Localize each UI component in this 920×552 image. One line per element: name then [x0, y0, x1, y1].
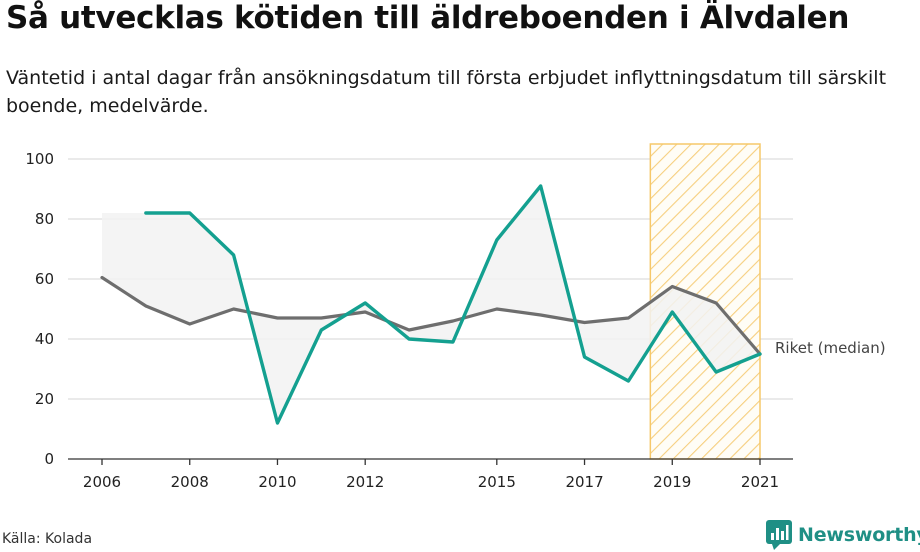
chart-title: Så utvecklas kötiden till äldreboenden i… [6, 0, 850, 36]
series-label-riket: Riket (median) [775, 339, 886, 357]
x-tick-label: 2008 [171, 473, 209, 491]
x-tick-label: 2019 [653, 473, 691, 491]
y-tick-label: 40 [35, 330, 54, 348]
x-tick-label: 2012 [346, 473, 384, 491]
source-note: Källa: Kolada [2, 531, 93, 547]
chart-subtitle: Väntetid i antal dagar från ansökningsda… [6, 67, 887, 117]
y-tick-label: 20 [35, 390, 54, 408]
y-tick-label: 80 [35, 210, 54, 228]
series-line-riket [100, 275, 762, 356]
y-tick-label: 60 [35, 270, 54, 288]
x-tick-label: 2017 [565, 473, 603, 491]
brand-name: Newsworthy [798, 524, 920, 546]
x-tick-label: 2006 [83, 473, 121, 491]
difference-area [102, 186, 760, 423]
brand-logo: Newsworthy [766, 520, 920, 550]
y-tick-label: 0 [44, 450, 54, 468]
y-tick-label: 100 [25, 150, 54, 168]
x-tick-label: 2015 [478, 473, 516, 491]
newsworthy-logo-icon [766, 520, 792, 550]
x-tick-label: 2021 [741, 473, 779, 491]
x-tick-label: 2010 [258, 473, 296, 491]
